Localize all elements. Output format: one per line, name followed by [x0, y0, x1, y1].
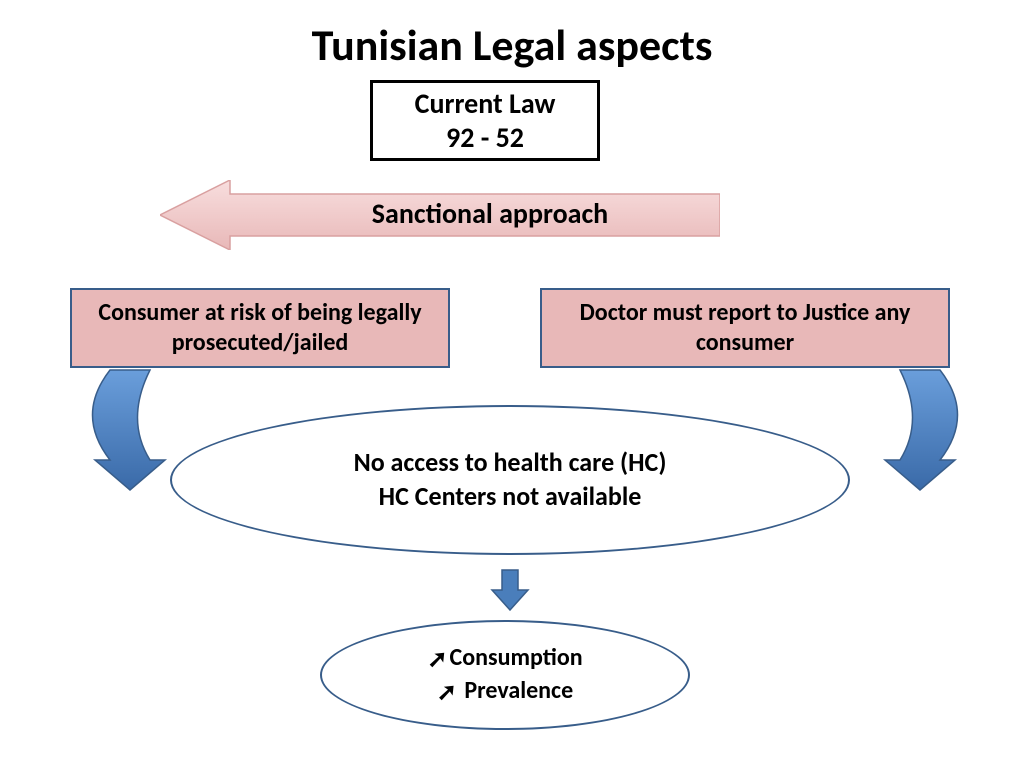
ellipse-big-line1: No access to health care (HC): [354, 446, 667, 480]
slide-title: Tunisian Legal aspects: [0, 18, 1024, 72]
law-line2: 92 - 52: [381, 121, 589, 155]
outcome-line2: ➚ Prevalence: [437, 675, 573, 708]
outcome-item1: Consumption: [450, 643, 583, 672]
outcome-ellipse: ➚Consumption ➚ Prevalence: [320, 620, 690, 730]
outcome-line1: ➚Consumption: [427, 642, 582, 675]
ellipse-big-line2: HC Centers not available: [379, 480, 642, 514]
outcome-item2: Prevalence: [464, 676, 573, 705]
no-access-ellipse: No access to health care (HC) HC Centers…: [170, 405, 850, 555]
law-line1: Current Law: [381, 87, 589, 121]
increase-icon: ➚: [437, 677, 457, 708]
down-arrow-icon: [490, 568, 530, 612]
current-law-box: Current Law 92 - 52: [370, 80, 600, 161]
curved-arrow-right: [830, 365, 1000, 495]
doctor-report-box: Doctor must report to Justice any consum…: [540, 288, 950, 368]
sanction-label: Sanctional approach: [290, 196, 690, 231]
consumer-risk-box: Consumer at risk of being legally prosec…: [70, 288, 450, 368]
increase-icon: ➚: [427, 644, 447, 675]
